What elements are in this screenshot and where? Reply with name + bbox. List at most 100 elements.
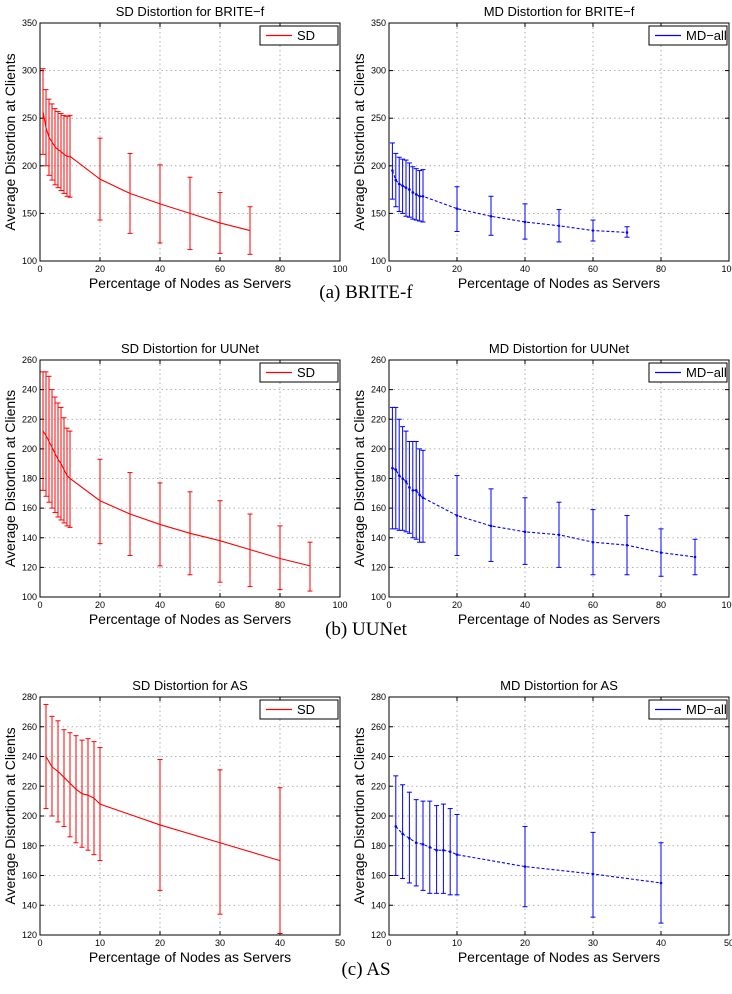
chart-panel-4: 0 10 20 30 40 50 120 140 160 180 200 220 240 260 280 SD… [2, 678, 345, 965]
data-point [625, 231, 629, 234]
series-line [42, 111, 251, 232]
data-point [442, 848, 445, 852]
y-tick-label: 260 [22, 722, 37, 732]
y-tick-label: 200 [22, 161, 37, 171]
x-tick-label: 0 [37, 264, 42, 274]
x-tick-label: 60 [215, 264, 225, 274]
chart-panel-0: 0 20 40 60 80 100 100 150 200 250 300 350 SD Distort… [2, 4, 348, 291]
y-axis-label: Average Distortion at Clients [351, 53, 367, 230]
x-axis-label: Percentage of Nodes as Servers [89, 611, 291, 627]
x-axis-label: Percentage of Nodes as Servers [458, 949, 660, 965]
y-tick-label: 180 [371, 841, 386, 851]
chart-title: SD Distortion for AS [132, 678, 248, 693]
data-point [404, 480, 408, 483]
plot-frame [39, 22, 341, 262]
data-point [489, 214, 493, 218]
legend-label: SD [297, 702, 315, 717]
data-point [397, 474, 401, 477]
y-tick-label: 300 [22, 66, 37, 76]
legend-label: SD [297, 28, 315, 43]
y-tick-label: 150 [371, 208, 386, 218]
legend-label: MD−all [686, 28, 727, 43]
data-point [659, 881, 663, 885]
caption-b: (b) UUNet [325, 619, 408, 640]
x-tick-label: 40 [520, 264, 530, 274]
legend: MD−all [648, 362, 728, 383]
chart-title: SD Distortion for UUNet [121, 341, 259, 356]
data-point [523, 865, 527, 868]
x-tick-label: 20 [95, 264, 105, 274]
legend: MD−all [648, 25, 728, 46]
x-tick-label: 40 [520, 600, 530, 610]
y-tick-label: 200 [22, 444, 37, 454]
y-tick-label: 220 [371, 414, 386, 424]
y-axis-label: Average Distortion at Clients [2, 727, 18, 904]
data-point [418, 493, 421, 497]
y-axis-label: Average Distortion at Clients [351, 390, 367, 567]
data-point [421, 194, 425, 198]
chart-title: SD Distortion for BRITE−f [116, 4, 265, 19]
data-point [401, 477, 404, 480]
x-axis-label: Percentage of Nodes as Servers [89, 275, 291, 291]
y-tick-label: 120 [371, 930, 386, 940]
chart-title: MD Distortion for UUNet [489, 341, 630, 356]
legend-box [259, 25, 339, 46]
data-point [421, 496, 425, 500]
y-tick-label: 100 [371, 256, 386, 266]
y-tick-label: 140 [22, 900, 37, 910]
y-tick-label: 250 [22, 113, 37, 123]
y-tick-label: 260 [22, 355, 37, 365]
y-tick-label: 280 [371, 692, 386, 702]
y-tick-label: 180 [22, 841, 37, 851]
x-tick-label: 20 [452, 264, 462, 274]
x-tick-label: 100 [332, 600, 347, 610]
data-point [411, 489, 415, 492]
y-tick-label: 100 [371, 592, 386, 602]
data-point [391, 466, 394, 470]
y-tick-label: 160 [22, 871, 37, 881]
y-tick-label: 180 [22, 474, 37, 484]
y-tick-label: 350 [22, 18, 37, 28]
y-tick-label: 140 [22, 533, 37, 543]
y-tick-label: 140 [371, 533, 386, 543]
legend-label: SD [297, 365, 315, 380]
chart-panel-3: 0 20 40 60 80 100 100 120 140 160 180 200 220 240 260 M… [351, 341, 732, 627]
y-tick-label: 120 [22, 930, 37, 940]
chart-title: MD Distortion for BRITE−f [484, 4, 635, 19]
x-tick-label: 40 [275, 938, 285, 948]
legend-box [648, 362, 728, 383]
y-tick-label: 240 [371, 385, 386, 395]
data-point [401, 184, 404, 188]
x-tick-label: 20 [452, 600, 462, 610]
data-point [591, 229, 595, 232]
data-point [408, 486, 411, 489]
x-tick-label: 0 [386, 938, 391, 948]
x-tick-label: 0 [37, 600, 42, 610]
legend: SD [259, 362, 339, 383]
y-tick-label: 280 [22, 692, 37, 702]
data-point [391, 169, 394, 172]
x-tick-label: 40 [155, 264, 165, 274]
y-tick-label: 140 [371, 900, 386, 910]
data-point [397, 182, 401, 186]
y-tick-label: 240 [22, 385, 37, 395]
data-point [394, 178, 398, 182]
data-point [625, 543, 629, 547]
data-point [408, 837, 411, 840]
x-tick-label: 30 [215, 938, 225, 948]
data-point [591, 872, 595, 876]
y-tick-label: 200 [371, 811, 386, 821]
series-line [42, 430, 311, 567]
data-point [435, 848, 438, 852]
x-tick-label: 10 [452, 938, 462, 948]
x-tick-label: 20 [520, 938, 530, 948]
chart-panel-2: 0 20 40 60 80 100 100 120 140 160 180 200 220 240 260 S… [2, 341, 348, 627]
y-tick-label: 250 [371, 113, 386, 123]
data-point [455, 514, 459, 517]
x-tick-label: 80 [656, 264, 666, 274]
x-tick-label: 0 [37, 938, 42, 948]
y-tick-label: 120 [371, 562, 386, 572]
x-tick-label: 40 [656, 938, 666, 948]
y-tick-label: 200 [371, 161, 386, 171]
